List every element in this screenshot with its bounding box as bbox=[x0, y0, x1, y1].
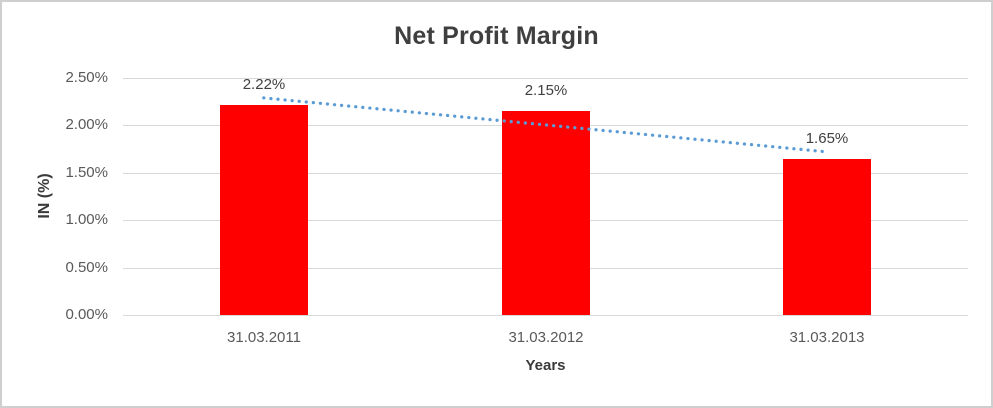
bar bbox=[220, 105, 308, 315]
trendline bbox=[262, 96, 829, 154]
y-tick-label: 1.00% bbox=[65, 211, 108, 228]
y-tick-label: 2.00% bbox=[65, 116, 108, 133]
x-tick-label: 31.03.2013 bbox=[789, 329, 865, 346]
y-tick-label: 0.00% bbox=[65, 306, 108, 323]
y-tick-label: 0.50% bbox=[65, 259, 108, 276]
bar-data-label: 2.22% bbox=[242, 76, 286, 93]
x-axis-title: Years bbox=[525, 357, 566, 374]
bar-data-label: 2.15% bbox=[524, 82, 568, 99]
x-tick-label: 31.03.2011 bbox=[227, 329, 301, 346]
chart-title: Net Profit Margin bbox=[394, 22, 599, 50]
trendline-dotted-line bbox=[262, 96, 829, 154]
gridline bbox=[123, 78, 968, 79]
bar bbox=[783, 159, 871, 315]
bar bbox=[502, 111, 590, 315]
y-tick-label: 1.50% bbox=[65, 164, 108, 181]
gridline bbox=[123, 315, 968, 316]
y-tick-label: 2.50% bbox=[65, 69, 108, 86]
bar-data-label: 1.65% bbox=[805, 130, 849, 147]
x-tick-label: 31.03.2012 bbox=[508, 329, 584, 346]
plot-area: 2.22% 2.15% 1.65% bbox=[123, 76, 968, 316]
